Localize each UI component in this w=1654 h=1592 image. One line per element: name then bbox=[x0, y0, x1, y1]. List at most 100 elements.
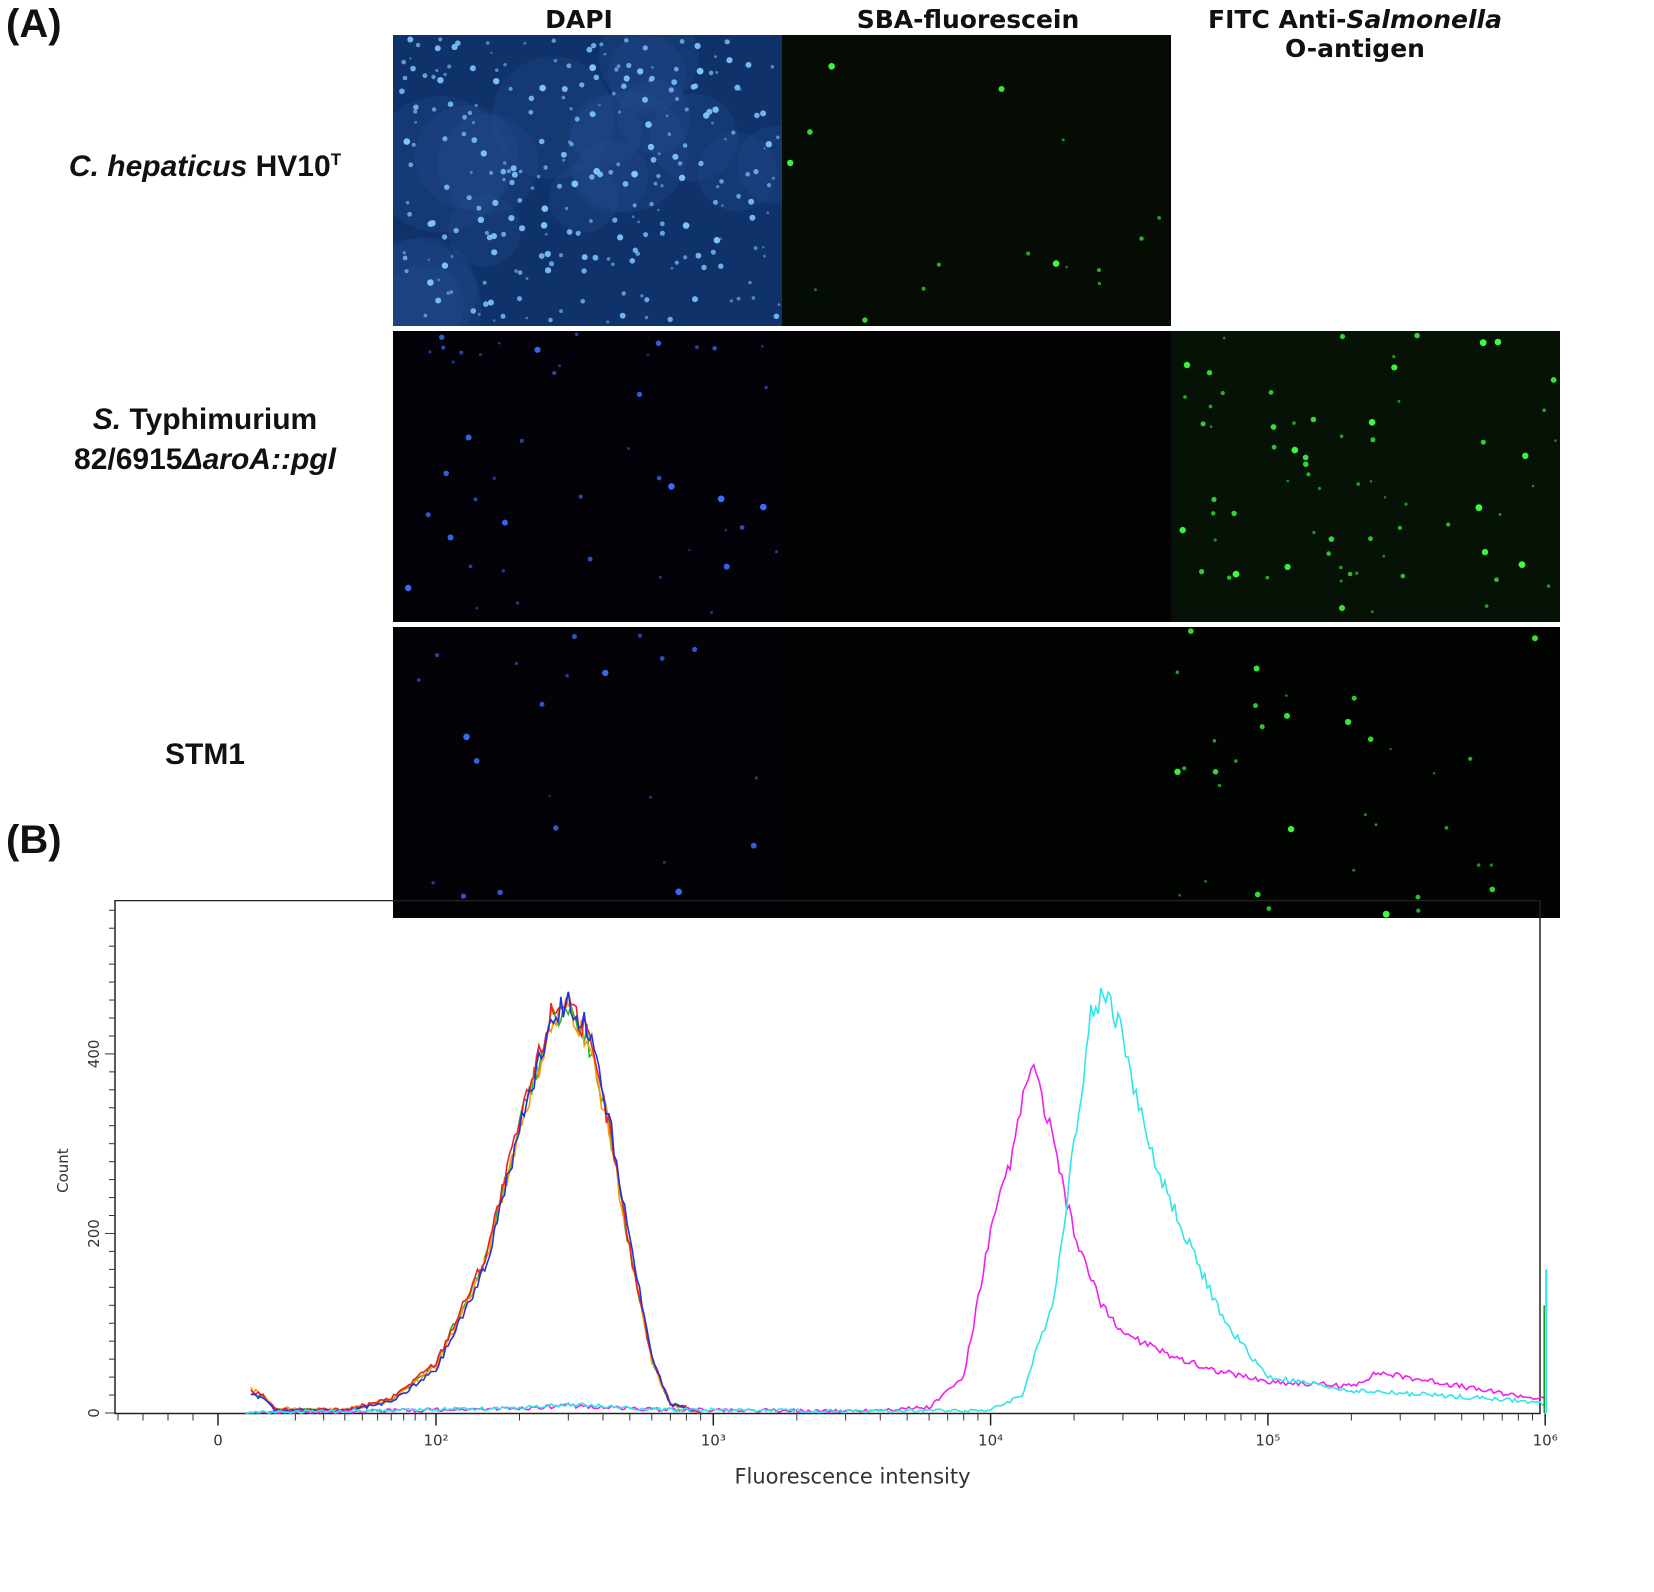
cell-dot bbox=[721, 204, 724, 207]
cell-dot bbox=[552, 371, 557, 375]
background-haze bbox=[414, 104, 519, 210]
cell-dot bbox=[616, 162, 621, 167]
y-tick-label: 200 bbox=[85, 1219, 103, 1248]
cell-dot bbox=[589, 64, 597, 72]
x-tick-label: 10⁴ bbox=[978, 1432, 1003, 1450]
cell-dot bbox=[435, 68, 439, 73]
cell-dot bbox=[623, 75, 630, 82]
cell-dot bbox=[435, 653, 440, 658]
cell-dot bbox=[696, 67, 704, 75]
cell-dot bbox=[1270, 424, 1277, 430]
cell-dot bbox=[760, 503, 767, 511]
cell-dot bbox=[736, 193, 741, 199]
cell-dot bbox=[645, 121, 652, 128]
cell-dot bbox=[1206, 370, 1213, 376]
cell-dot bbox=[581, 254, 588, 261]
cell-dot bbox=[636, 391, 643, 398]
cell-dot bbox=[1222, 336, 1226, 340]
cell-dot bbox=[402, 255, 408, 261]
cell-dot bbox=[559, 309, 563, 313]
cell-dot bbox=[675, 97, 679, 101]
cell-dot bbox=[1416, 908, 1421, 913]
row-header-s-typhimurium-rest: Typhimurium bbox=[121, 403, 318, 436]
column-header-sba: SBA-fluorescein bbox=[782, 5, 1154, 34]
cell-dot bbox=[642, 45, 648, 51]
micrograph-canvas bbox=[782, 331, 1171, 622]
cell-dot bbox=[438, 37, 443, 42]
cell-dot bbox=[1481, 548, 1489, 556]
cell-dot bbox=[1061, 138, 1065, 142]
cell-dot bbox=[1310, 416, 1317, 423]
cell-dot bbox=[553, 825, 559, 831]
panel-a-label: (A) bbox=[6, 2, 62, 46]
cell-dot bbox=[475, 606, 479, 610]
cell-dot bbox=[511, 171, 518, 178]
micrograph-stm1-sba bbox=[782, 627, 1171, 918]
cell-dot bbox=[688, 548, 691, 552]
cell-dot bbox=[441, 345, 446, 350]
cell-dot bbox=[731, 130, 736, 135]
cell-dot bbox=[477, 216, 485, 223]
cell-dot bbox=[729, 299, 733, 303]
cell-dot bbox=[1383, 495, 1387, 499]
column-header-dapi: DAPI bbox=[393, 5, 765, 34]
cell-dot bbox=[644, 297, 650, 303]
micrograph-background bbox=[782, 331, 1171, 622]
cell-dot bbox=[437, 278, 440, 282]
cell-dot bbox=[668, 87, 674, 93]
cell-dot bbox=[545, 267, 552, 274]
cell-dot bbox=[1212, 739, 1217, 743]
cell-dot bbox=[713, 55, 717, 59]
cell-dot bbox=[1328, 536, 1335, 542]
cell-dot bbox=[770, 65, 775, 69]
cell-dot bbox=[1339, 565, 1343, 570]
row-header-stm1-text: STM1 bbox=[164, 738, 245, 771]
cell-dot bbox=[471, 137, 478, 143]
cell-dot bbox=[1220, 390, 1225, 396]
x-tick-label: 10³ bbox=[701, 1432, 726, 1450]
cell-dot bbox=[1266, 906, 1272, 911]
cell-dot bbox=[1227, 575, 1232, 580]
cell-dot bbox=[523, 41, 527, 45]
cell-dot bbox=[566, 229, 573, 235]
y-tick-label: 400 bbox=[85, 1040, 103, 1069]
background-haze bbox=[649, 93, 738, 182]
cell-dot bbox=[1253, 703, 1258, 709]
cell-dot bbox=[399, 88, 405, 95]
cell-dot bbox=[1285, 694, 1288, 697]
micrograph-s-typhimurium-sba bbox=[782, 331, 1171, 622]
cell-dot bbox=[1351, 695, 1357, 701]
cell-dot bbox=[466, 195, 472, 201]
cell-dot bbox=[1363, 813, 1367, 817]
cell-dot bbox=[606, 320, 610, 324]
micrograph-s-typhimurium-dapi bbox=[393, 331, 782, 622]
cell-dot bbox=[518, 169, 523, 174]
cell-dot bbox=[606, 257, 611, 261]
cell-dot bbox=[1157, 216, 1161, 220]
micrograph-canvas bbox=[393, 35, 782, 326]
cell-dot bbox=[453, 227, 459, 234]
cell-dot bbox=[655, 340, 662, 347]
cell-dot bbox=[1446, 522, 1451, 527]
cell-dot bbox=[749, 214, 756, 221]
cell-dot bbox=[473, 758, 480, 764]
cell-dot bbox=[724, 137, 727, 141]
cell-dot bbox=[492, 319, 496, 322]
cell-dot bbox=[763, 147, 766, 150]
cell-dot bbox=[754, 776, 758, 780]
cell-dot bbox=[675, 888, 682, 896]
cell-dot bbox=[578, 494, 583, 499]
cell-dot bbox=[501, 569, 505, 573]
cell-dot bbox=[624, 38, 629, 43]
cell-dot bbox=[538, 138, 545, 145]
cell-dot bbox=[1542, 408, 1546, 412]
cell-dot bbox=[500, 168, 507, 175]
cell-dot bbox=[548, 794, 551, 798]
cell-dot bbox=[712, 346, 717, 351]
cell-dot bbox=[431, 881, 435, 885]
cell-dot bbox=[632, 203, 637, 208]
cell-dot bbox=[660, 184, 664, 188]
cell-dot bbox=[1397, 525, 1402, 530]
background-haze bbox=[393, 96, 509, 233]
cell-dot bbox=[776, 135, 780, 140]
